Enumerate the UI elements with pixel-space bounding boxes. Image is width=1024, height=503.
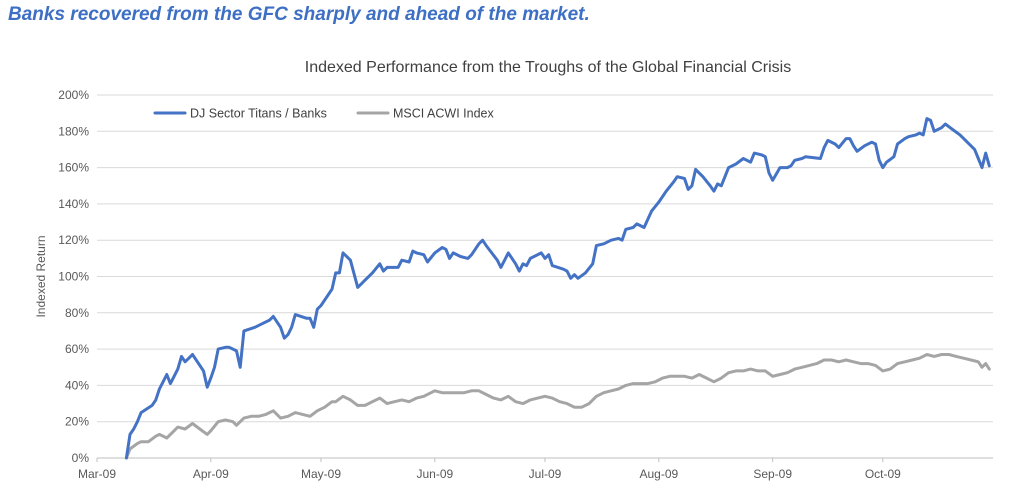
y-tick-label: 60%	[65, 342, 89, 356]
y-tick-label: 40%	[65, 378, 89, 392]
x-tick-label: Aug-09	[639, 467, 678, 481]
x-tick-label: Jul-09	[529, 467, 562, 481]
y-axis-label: Indexed Return	[34, 235, 48, 317]
legend: DJ Sector Titans / Banks MSCI ACWI Index	[153, 107, 494, 121]
series-line-banks	[124, 117, 991, 460]
y-tick-label: 140%	[58, 197, 89, 211]
y-tick-label: 0%	[72, 451, 90, 465]
chart-title: Indexed Performance from the Troughs of …	[305, 59, 791, 76]
x-axis-ticks: Mar-09 Apr-09 May-09 Jun-09 Jul-09 Aug-09 Sep-…	[78, 458, 901, 481]
y-tick-label: 120%	[58, 233, 89, 247]
y-tick-label: 100%	[58, 270, 89, 284]
x-tick-label: Apr-09	[193, 467, 229, 481]
x-tick-label: Mar-09	[78, 467, 116, 481]
x-tick-label: Oct-09	[865, 467, 901, 481]
y-tick-label: 80%	[65, 306, 89, 320]
legend-label: DJ Sector Titans / Banks	[190, 107, 327, 121]
series-lines	[124, 117, 991, 460]
y-tick-label: 160%	[58, 161, 89, 175]
headline: Banks recovered from the GFC sharply and…	[8, 4, 590, 25]
legend-label: MSCI ACWI Index	[393, 107, 494, 121]
y-axis-ticks: 0% 20% 40% 60% 80% 100% 120% 140% 160% 180% 200%	[58, 88, 89, 465]
y-tick-label: 180%	[58, 124, 89, 138]
x-tick-label: Sep-09	[753, 467, 792, 481]
x-tick-label: Jun-09	[416, 467, 453, 481]
x-tick-label: May-09	[301, 467, 341, 481]
y-tick-label: 200%	[58, 88, 89, 102]
series-line-msci-acwi	[124, 353, 991, 460]
y-tick-label: 20%	[65, 415, 89, 429]
